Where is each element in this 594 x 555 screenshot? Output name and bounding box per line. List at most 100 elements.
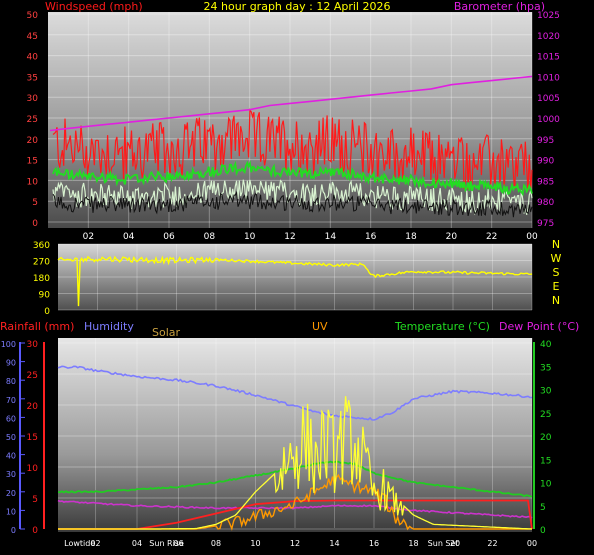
- direction-tick-label: 180: [33, 274, 50, 284]
- climate-time-tick-label: 14: [329, 539, 339, 548]
- uv-label: UV: [312, 320, 328, 333]
- temperature-tick-label: 40: [540, 340, 552, 350]
- windspeed-tick-label: 35: [27, 73, 38, 83]
- temperature-tick-label: 30: [540, 387, 552, 397]
- temperature-axis-ticks: 0 5 10 15 20 25 30 35 40: [540, 340, 552, 536]
- wind-direction-line: [57, 255, 533, 307]
- wind-time-tick-label: 00: [526, 232, 538, 242]
- climate-time-tick-label: 16: [369, 539, 379, 548]
- direction-axis-ticks: 360 270 180 90 0: [33, 241, 50, 317]
- rainfall-axis-ticks: 0 5 10 15 20 25 30: [27, 340, 39, 536]
- chart-title: 24 hour graph day : 12 April 2026: [204, 0, 391, 13]
- humidity-tick-label: 10: [6, 507, 16, 516]
- climate-time-tick-label: 10: [250, 539, 260, 548]
- humidity-tick-label: 50: [6, 433, 16, 442]
- temperature-label: Temperature (°C): [394, 320, 490, 333]
- humidity-tick-label: 90: [6, 359, 16, 368]
- temperature-tick-label: 25: [540, 410, 551, 420]
- climate-time-tick-label: 20: [450, 539, 460, 548]
- wind-panel-series: [49, 75, 533, 218]
- barometer-line: [49, 75, 533, 132]
- rainfall-label: Rainfall (mm): [0, 320, 74, 333]
- windspeed-gust-line: [52, 108, 533, 192]
- temperature-tick-label: 15: [540, 456, 551, 466]
- humidity-tick-label: 30: [6, 470, 16, 479]
- barometer-tick-label: 1000: [537, 115, 560, 125]
- compass-label: S: [553, 266, 560, 279]
- barometer-tick-label: 975: [537, 219, 554, 229]
- direction-tick-label: 270: [33, 258, 50, 268]
- windspeed-tick-label: 25: [27, 115, 38, 125]
- windspeed-tick-label: 5: [32, 198, 38, 208]
- climate-time-tick-label: Sun Rise: [149, 539, 184, 548]
- barometer-tick-label: 1015: [537, 53, 560, 63]
- temperature-tick-label: 10: [540, 480, 552, 490]
- rainfall-line: [58, 499, 533, 530]
- humidity-tick-label: 70: [6, 396, 16, 405]
- humidity-axis-ticks: 0 10 20 30 40 50 60 70 80 90 100: [1, 340, 25, 535]
- barometer-axis-label: Barometer (hpa): [454, 0, 545, 13]
- wind-time-tick-label: 08: [204, 232, 216, 242]
- barometer-tick-label: 995: [537, 136, 554, 146]
- humidity-line: [57, 365, 532, 421]
- direction-tick-label: 360: [33, 241, 50, 251]
- uv-line: [58, 396, 533, 530]
- barometer-tick-label: 985: [537, 177, 554, 187]
- climate-time-tick-label: 18: [408, 539, 418, 548]
- wind-time-tick-label: 14: [325, 232, 337, 242]
- direction-tick-label: 0: [44, 307, 50, 317]
- wind-time-tick-label: 06: [163, 232, 175, 242]
- wind-time-tick-label: 02: [83, 232, 94, 242]
- windspeed-tick-label: 45: [27, 32, 38, 42]
- windspeed-tick-label: 0: [32, 219, 38, 229]
- solar-label: Solar: [152, 326, 181, 339]
- humidity-label: Humidity: [84, 320, 134, 333]
- rainfall-tick-label: 5: [32, 495, 38, 505]
- windspeed-tick-label: 30: [27, 94, 39, 104]
- rainfall-tick-label: 10: [27, 464, 39, 474]
- climate-time-tick-label: Sun Set: [428, 539, 459, 548]
- direction-panel-background: [58, 244, 532, 310]
- dewpoint-label: Dew Point (°C): [499, 320, 579, 333]
- climate-time-tick-label: 02: [90, 539, 100, 548]
- climate-time-tick-label: 04: [132, 539, 142, 548]
- barometer-tick-label: 1010: [537, 73, 560, 83]
- temperature-tick-label: 5: [540, 503, 546, 513]
- compass-label: E: [553, 280, 560, 293]
- windspeed-tick-label: 10: [27, 177, 39, 187]
- direction-panel-series: [57, 255, 533, 307]
- barometer-tick-label: 1005: [537, 94, 560, 104]
- windspeed-tick-label: 20: [27, 136, 39, 146]
- humidity-tick-label: 100: [1, 340, 16, 349]
- temperature-tick-label: 35: [540, 363, 551, 373]
- wind-time-tick-label: 16: [365, 232, 377, 242]
- windspeed-tick-label: 40: [27, 53, 39, 63]
- humidity-tick-label: 20: [6, 489, 16, 498]
- wind-time-axis-ticks: 02 04 06 08 10 12 14 16 18 20 22 00: [83, 232, 538, 242]
- windspeed-tick-label: 15: [27, 157, 38, 167]
- rainfall-tick-label: 0: [32, 526, 38, 536]
- temperature-tick-label: 0: [540, 526, 546, 536]
- windspeed-axis-ticks: 0 5 10 15 20 25 30 35 40 45 50: [27, 11, 39, 229]
- humidity-tick-label: 80: [6, 377, 16, 386]
- humidity-tick-label: 60: [6, 414, 16, 423]
- barometer-axis-ticks: 975 980 985 990 995 1000 1005 1010 1015 1020 1025: [537, 11, 560, 229]
- direction-tick-label: 90: [39, 291, 51, 301]
- wind-time-tick-label: 18: [405, 232, 417, 242]
- rainfall-tick-label: 20: [27, 402, 39, 412]
- barometer-tick-label: 1025: [537, 11, 560, 21]
- rainfall-tick-label: 25: [27, 371, 38, 381]
- wind-time-tick-label: 04: [123, 232, 135, 242]
- rainfall-tick-label: 30: [27, 340, 39, 350]
- compass-label: W: [551, 252, 562, 265]
- climate-time-tick-label: 06: [173, 539, 183, 548]
- climate-time-tick-label: Lowtide: [64, 539, 95, 548]
- humidity-tick-label: 0: [11, 526, 16, 535]
- windspeed-average-line: [52, 179, 533, 216]
- temperature-tick-label: 20: [540, 433, 552, 443]
- wind-time-tick-label: 22: [486, 232, 497, 242]
- climate-time-tick-label: 08: [211, 539, 221, 548]
- wind-time-tick-label: 10: [244, 232, 256, 242]
